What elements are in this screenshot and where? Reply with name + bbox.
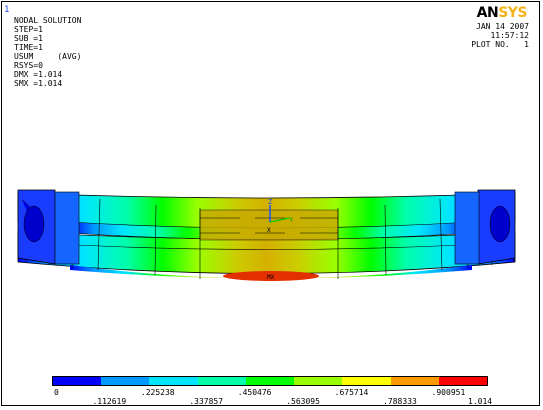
- contour-legend-bar: [52, 376, 488, 386]
- max-marker: MX: [267, 274, 275, 281]
- plot-number: PLOT NO. 1: [471, 40, 529, 49]
- axis-y-label: Y: [289, 216, 294, 224]
- window-number: 1: [4, 5, 10, 15]
- usum-label: USUM (AVG): [14, 52, 82, 61]
- legend-swatch-7: [390, 377, 439, 385]
- legend-label-bottom: .563095: [286, 397, 320, 406]
- legend-label-bottom: .112619: [92, 397, 127, 406]
- time-label: TIME=1: [14, 43, 43, 52]
- legend-swatch-1: [101, 377, 150, 385]
- axis-x-label: X: [267, 227, 271, 234]
- sub-label: SUB =1: [14, 34, 43, 43]
- legend-label-bottom: .788333: [383, 397, 417, 406]
- legend-label-top: 0: [54, 388, 59, 397]
- legend-label-top: .675714: [334, 388, 369, 397]
- legend-swatch-6: [342, 377, 391, 385]
- legend-label-top: .225238: [140, 388, 175, 397]
- legend-label-top: .450476: [237, 388, 272, 397]
- legend-label-top: .900951: [431, 388, 466, 397]
- legend-label-bottom: .337857: [189, 397, 224, 406]
- legend-label-bottom: 1.014: [468, 397, 493, 406]
- legend-swatch-5: [294, 377, 343, 385]
- ansys-logo: ANSYS: [476, 5, 528, 21]
- timestamp-block: JAN 14 2007 11:57:12 PLOT NO. 1: [471, 22, 529, 49]
- legend-swatch-4: [245, 377, 295, 385]
- legend-swatch-0: [53, 377, 102, 385]
- axis-z-label: Z: [268, 198, 272, 206]
- solution-info: NODAL SOLUTION STEP=1 SUB =1 TIME=1 USUM…: [14, 16, 81, 88]
- legend-swatch-3: [197, 377, 246, 385]
- step-label: STEP=1: [14, 25, 43, 34]
- rsys-label: RSYS=0: [14, 61, 43, 70]
- max-displacement-zone: [223, 271, 319, 281]
- central-web-panel: [199, 209, 339, 241]
- legend-swatch-8: [438, 377, 487, 385]
- solution-title: NODAL SOLUTION: [14, 16, 82, 25]
- legend-swatch-2: [149, 377, 198, 385]
- axis-triad: Z Y X: [267, 198, 294, 234]
- time-label-stamp: 11:57:12: [490, 31, 529, 40]
- date-label: JAN 14 2007: [476, 22, 529, 31]
- smx-label: SMX =1.014: [14, 79, 63, 88]
- dmx-label: DMX =1.014: [14, 70, 63, 79]
- beam-bottom-max-zone: [70, 265, 472, 279]
